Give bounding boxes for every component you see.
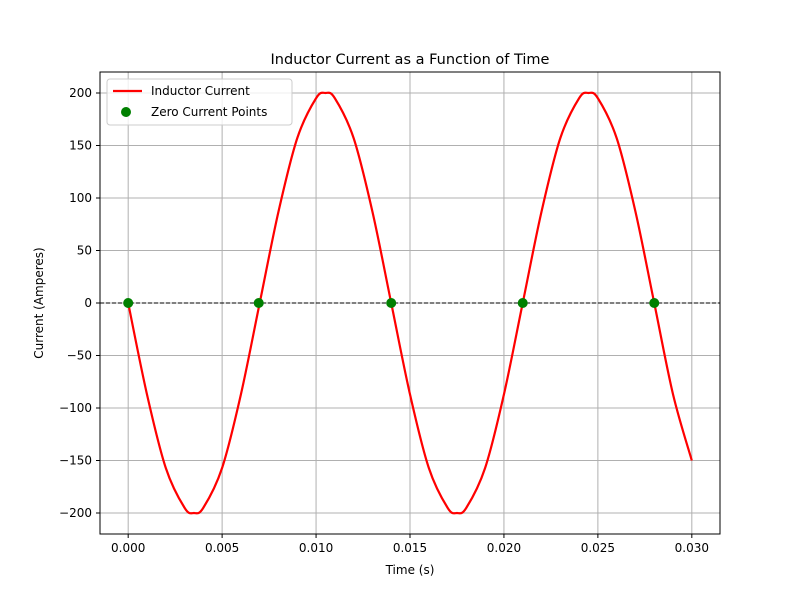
x-tick-label: 0.000 xyxy=(111,541,145,555)
zero-current-point xyxy=(517,298,528,308)
x-tick-label: 0.025 xyxy=(581,541,615,555)
y-axis-ticks: −200 −150 −100 −50 0 50 100 150 200 xyxy=(59,86,100,520)
y-tick-label: 150 xyxy=(69,139,92,153)
y-tick-label: 50 xyxy=(77,244,92,258)
y-tick-label: −150 xyxy=(59,454,92,468)
legend-dot-swatch xyxy=(121,107,131,117)
zero-current-point xyxy=(386,298,397,308)
x-tick-label: 0.010 xyxy=(299,541,333,555)
y-tick-label: 0 xyxy=(84,296,92,310)
x-axis-label: Time (s) xyxy=(385,563,435,577)
x-tick-label: 0.030 xyxy=(675,541,709,555)
y-tick-label: −50 xyxy=(67,349,92,363)
zero-current-point xyxy=(123,298,134,308)
y-axis-label: Current (Amperes) xyxy=(32,247,46,358)
y-tick-label: −100 xyxy=(59,401,92,415)
zero-current-points xyxy=(123,298,660,308)
inductor-current-line xyxy=(127,91,693,515)
zero-current-point xyxy=(253,298,264,308)
legend-box xyxy=(106,78,293,126)
y-tick-label: 100 xyxy=(69,191,92,205)
x-axis-ticks: 0.000 0.005 0.010 0.015 0.020 0.025 0.030 xyxy=(111,534,709,555)
x-tick-label: 0.020 xyxy=(487,541,521,555)
y-tick-label: −200 xyxy=(59,506,92,520)
chart-title: Inductor Current as a Function of Time xyxy=(271,52,550,68)
grid xyxy=(100,72,720,534)
legend-label-zero-current-points: Zero Current Points xyxy=(151,105,267,119)
zero-current-point xyxy=(649,298,660,308)
legend-label-inductor-current: Inductor Current xyxy=(151,84,250,98)
legend: Inductor Current Zero Current Points xyxy=(106,78,293,126)
x-tick-label: 0.005 xyxy=(205,541,239,555)
x-tick-label: 0.015 xyxy=(393,541,427,555)
y-tick-label: 200 xyxy=(69,86,92,100)
